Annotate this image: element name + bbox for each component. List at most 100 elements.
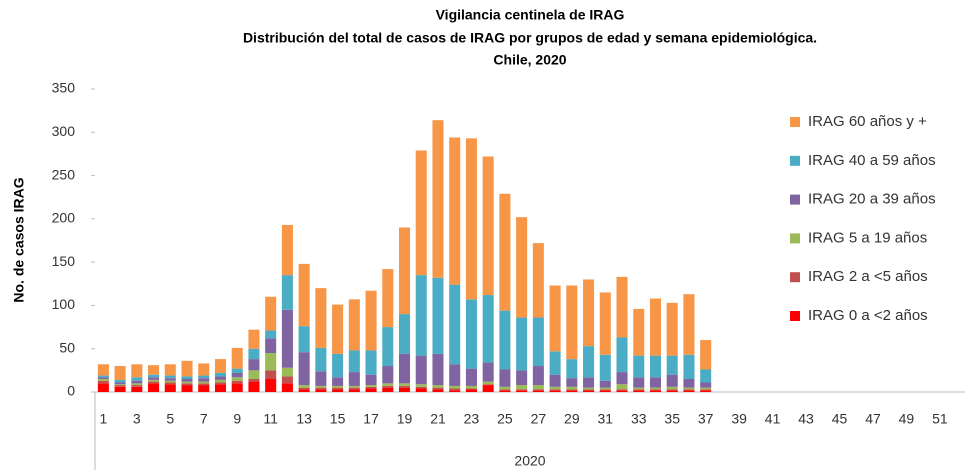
bar-segment <box>566 386 578 390</box>
bar-segment <box>382 366 394 384</box>
bar-segment <box>700 390 712 392</box>
legend-swatch <box>790 194 800 205</box>
bar-segment <box>465 385 477 389</box>
bar-segment <box>633 390 645 392</box>
bar-segment <box>214 384 227 392</box>
bar-segment <box>482 381 494 385</box>
bar-segment <box>398 387 411 392</box>
bar-segment <box>666 302 678 356</box>
bar-segment <box>281 224 293 276</box>
bar-segment <box>164 384 176 392</box>
bar-segment <box>97 383 109 392</box>
bar-segment <box>298 352 310 386</box>
bar-segment <box>114 385 126 387</box>
bar-segment <box>532 389 544 391</box>
bar-segment <box>181 379 193 382</box>
bar-segment <box>649 389 662 391</box>
x-tick-label: 5 <box>166 411 174 427</box>
bar-segment <box>549 285 561 352</box>
bar-segment <box>164 375 176 379</box>
bar-segment <box>248 379 260 382</box>
x-tick-label: 51 <box>932 411 948 427</box>
bar-segment <box>97 364 109 376</box>
bar-segment <box>666 355 678 375</box>
x-tick-label: 37 <box>698 411 714 427</box>
bar-segment <box>649 355 662 378</box>
bar-segment <box>432 353 444 386</box>
bar-segment <box>398 353 411 384</box>
x-tick-label: 31 <box>597 411 613 427</box>
bar-segment <box>214 359 227 373</box>
bar-segment <box>516 385 528 390</box>
bar-segment <box>382 385 394 388</box>
x-tick-label: 25 <box>497 411 513 427</box>
bar-segment <box>583 377 595 388</box>
bar-segment <box>633 377 645 388</box>
legend-label: IRAG 40 a 59 años <box>808 152 936 169</box>
bar-segment <box>599 390 611 392</box>
bar-segment <box>415 384 427 387</box>
x-tick-label: 17 <box>363 411 379 427</box>
bar-segment <box>583 346 595 378</box>
bar-segment <box>633 355 645 378</box>
bar-segment <box>164 380 176 383</box>
bar-segment <box>131 383 143 386</box>
bar-segment <box>181 385 193 392</box>
bar-segment <box>616 384 628 390</box>
bar-segment <box>332 353 344 378</box>
bar-segment <box>683 389 695 391</box>
bar-segment <box>700 369 712 383</box>
bar-segment <box>499 193 511 311</box>
bar-segment <box>449 390 461 392</box>
bar-segment <box>265 296 277 331</box>
bar-segment <box>214 376 227 380</box>
bar-segment <box>114 366 126 380</box>
bar-segment <box>181 383 193 386</box>
bar-segment <box>248 370 260 380</box>
bar-segment <box>599 387 611 390</box>
bar-segment <box>683 294 695 355</box>
bar-segment <box>131 364 143 378</box>
bar-segment <box>616 372 628 385</box>
bar-segment <box>148 365 160 375</box>
bar-segment <box>465 138 477 300</box>
x-tick-label: 45 <box>832 411 848 427</box>
bar-segment <box>482 295 494 363</box>
legend-swatch <box>790 233 800 244</box>
bar-segment <box>131 386 143 392</box>
bar-segment <box>599 292 611 355</box>
bar-segment <box>348 385 360 388</box>
bar-segment <box>332 385 344 388</box>
y-tick-label: 0 <box>67 383 75 399</box>
bar-segment <box>700 340 712 370</box>
x-tick-label: 13 <box>296 411 312 427</box>
bar-segment <box>482 156 494 296</box>
bar-segment <box>315 389 327 392</box>
bar-segment <box>248 348 260 360</box>
bar-segment <box>281 376 293 384</box>
bar-segment <box>532 390 544 392</box>
x-tick-label: 15 <box>330 411 346 427</box>
legend-swatch <box>790 311 800 321</box>
bar-segment <box>599 389 611 391</box>
bar-segment <box>566 285 578 360</box>
bar-segment <box>265 353 277 371</box>
x-tick-label: 33 <box>631 411 647 427</box>
bar-segment <box>516 217 528 318</box>
bar-segment <box>516 370 528 386</box>
bar-segment <box>231 383 243 392</box>
bar-segment <box>281 367 293 377</box>
bar-segment <box>549 389 561 391</box>
bar-segment <box>332 389 344 392</box>
bar-segment <box>649 377 662 388</box>
bar-segment <box>97 379 109 381</box>
bar-segment <box>599 354 611 381</box>
bar-segment <box>415 355 427 385</box>
y-tick-label: 350 <box>52 80 76 96</box>
bar-segment <box>683 379 695 388</box>
x-tick-label: 19 <box>397 411 413 427</box>
bar-segment <box>198 363 210 376</box>
bar-segment <box>499 390 511 392</box>
bar-segment <box>683 390 695 392</box>
bar-segment <box>549 351 561 375</box>
